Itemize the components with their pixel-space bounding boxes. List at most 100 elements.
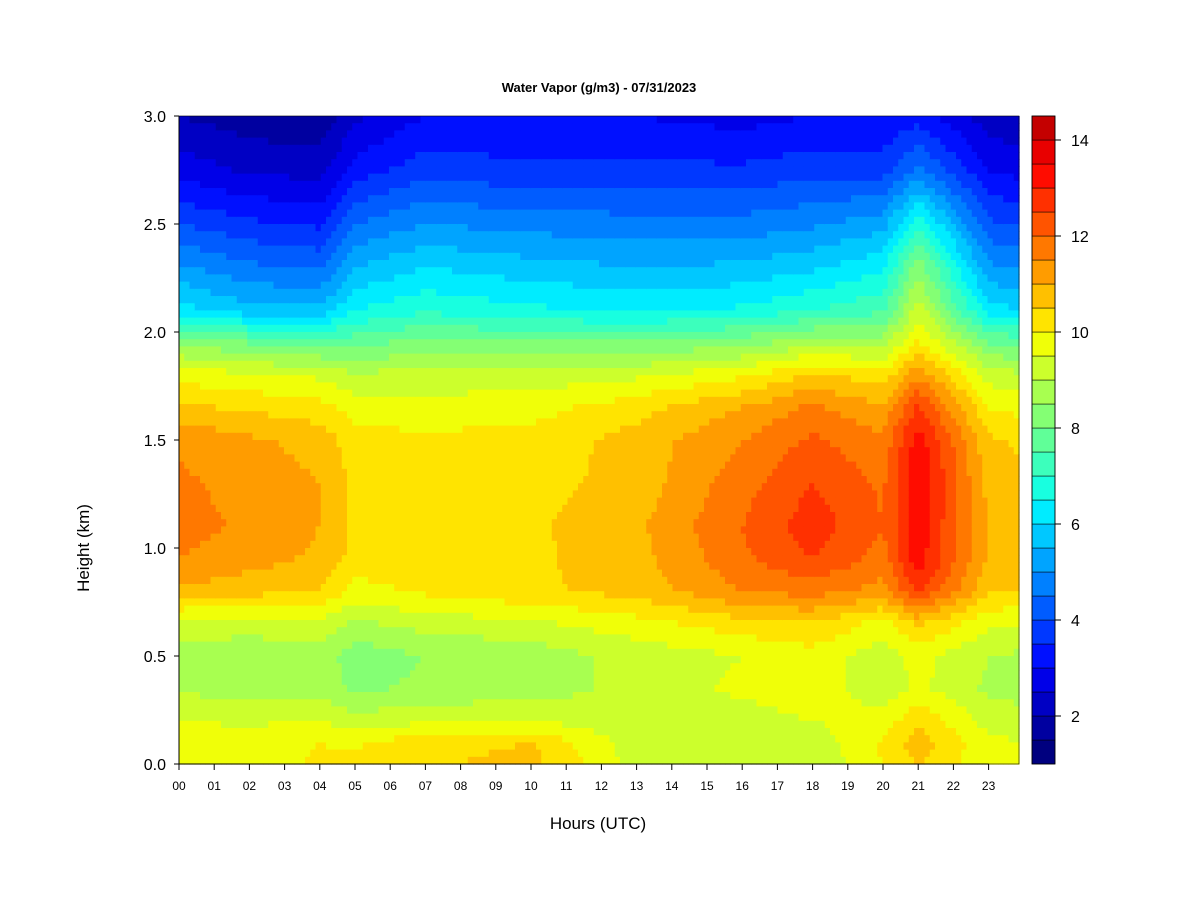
heatmap-cell [231,252,238,261]
heatmap-cell [205,461,212,470]
heatmap-cell [215,281,222,290]
heatmap-cell [284,209,290,218]
heatmap-cell [431,339,437,347]
heatmap-cell [231,533,238,542]
heatmap-cell [247,123,254,131]
heatmap-cell [425,540,432,549]
heatmap-cell [357,144,364,153]
heatmap-cell [389,360,395,369]
heatmap-cell [389,396,395,405]
heatmap-cell [205,454,212,463]
heatmap-cell [268,411,275,419]
heatmap-cell [315,144,322,153]
heatmap-cell [179,238,185,247]
heatmap-cell [289,209,296,218]
heatmap-cell [189,749,196,758]
heatmap-cell [205,735,212,743]
heatmap-cell [189,252,196,261]
heatmap-cell [284,756,290,765]
heatmap-cell [446,447,453,455]
heatmap-cell [331,598,338,607]
heatmap-cell [184,288,191,297]
heatmap-cell [310,360,317,369]
heatmap-cell [278,562,285,571]
heatmap-cell [215,504,222,513]
heatmap-cell [326,634,332,643]
heatmap-cell [357,720,364,729]
heatmap-cell [200,468,206,477]
heatmap-cell [320,332,327,340]
heatmap-cell [284,425,290,434]
heatmap-cell [373,720,380,729]
heatmap-cell [420,296,427,304]
heatmap-cell [441,195,448,203]
heatmap-cell [462,756,469,765]
heatmap-cell [305,591,311,599]
heatmap-cell [436,195,443,203]
heatmap-cell [226,123,233,131]
heatmap-cell [352,519,359,527]
heatmap-cell [294,591,301,599]
heatmap-cell [383,555,390,563]
heatmap-cell [257,404,264,412]
heatmap-cell [284,224,290,232]
heatmap-cell [457,533,464,542]
heatmap-cell [404,116,411,124]
heatmap-cell [425,353,432,362]
heatmap-cell [210,411,217,419]
heatmap-cell [389,224,395,232]
heatmap-cell [231,339,238,347]
heatmap-cell [446,209,453,218]
heatmap-cell [221,699,227,707]
heatmap-cell [210,519,217,527]
heatmap-cell [200,555,206,563]
heatmap-cell [210,555,217,563]
heatmap-cell [299,533,306,542]
heatmap-cell [378,188,385,196]
heatmap-cell [404,418,411,427]
heatmap-cell [394,447,401,455]
heatmap-cell [352,274,359,283]
heatmap-cell [257,137,264,146]
heatmap-cell [441,706,448,715]
heatmap-cell [221,627,227,635]
heatmap-cell [226,274,233,283]
heatmap-cell [436,281,443,290]
heatmap-cell [410,144,416,153]
heatmap-cell [294,166,301,175]
heatmap-cell [299,274,306,283]
heatmap-cell [373,569,380,578]
heatmap-cell [200,612,206,621]
heatmap-cell [221,224,227,232]
heatmap-cell [189,699,196,707]
heatmap-cell [378,389,385,398]
heatmap-cell [415,692,422,700]
heatmap-cell [383,476,390,484]
heatmap-cell [425,605,432,614]
heatmap-cell [441,591,448,599]
heatmap-cell [404,540,411,549]
heatmap-cell [184,281,191,290]
heatmap-cell [446,468,453,477]
heatmap-cell [210,526,217,535]
heatmap-cell [226,368,233,376]
heatmap-cell [383,116,390,124]
heatmap-cell [431,555,437,563]
heatmap-cell [467,310,474,319]
heatmap-cell [341,425,348,434]
heatmap-cell [331,288,338,297]
heatmap-cell [368,152,374,160]
heatmap-cell [425,440,432,448]
heatmap-cell [347,497,353,506]
heatmap-cell [425,677,432,686]
heatmap-cell [362,720,369,729]
heatmap-cell [284,699,290,707]
heatmap-cell [278,224,285,232]
heatmap-cell [179,620,185,628]
heatmap-cell [310,605,317,614]
heatmap-cell [362,231,369,239]
heatmap-cell [383,735,390,743]
heatmap-cell [226,612,233,621]
heatmap-cell [305,447,311,455]
heatmap-cell [200,317,206,326]
